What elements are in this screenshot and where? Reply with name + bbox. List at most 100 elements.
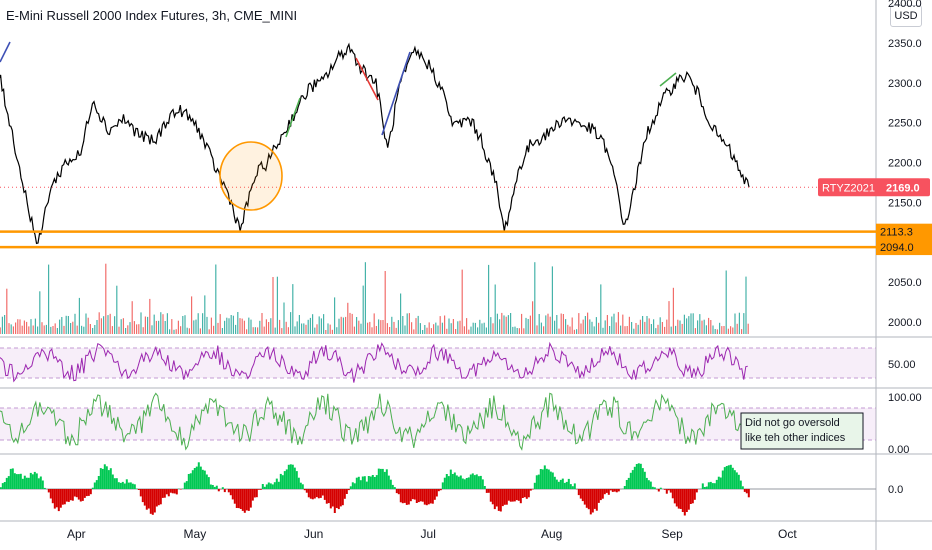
histogram-bar	[383, 471, 386, 489]
histogram-bar	[517, 489, 520, 501]
volume-bar	[301, 323, 303, 334]
histogram-bar	[627, 477, 630, 489]
histogram-bar	[309, 489, 312, 499]
support-badge-label-0: 2113.3	[880, 227, 913, 239]
volume-bar	[591, 321, 593, 334]
volume-bar	[296, 321, 298, 334]
histogram-bar	[369, 476, 372, 489]
histogram-bar	[435, 489, 438, 497]
histogram-bar	[615, 489, 618, 493]
histogram-bar	[605, 489, 608, 493]
histogram-bar	[273, 482, 276, 489]
volume-bar	[406, 313, 408, 334]
histogram-bar	[543, 465, 546, 489]
volume-bar	[466, 318, 468, 334]
volume-bar	[439, 316, 441, 334]
volume-bar	[261, 313, 263, 334]
histogram-bar	[31, 474, 34, 489]
volume-bar	[375, 326, 377, 334]
volume-bar	[320, 318, 322, 334]
volume-bar	[349, 312, 351, 334]
histogram-bar	[665, 489, 668, 494]
volume-bar	[501, 312, 503, 334]
histogram-bar	[569, 484, 572, 489]
histogram-bar	[367, 476, 370, 489]
histogram-bar	[25, 477, 28, 489]
volume-bar	[582, 319, 584, 334]
volume-bar	[100, 318, 102, 334]
currency-button[interactable]: USD	[890, 5, 922, 27]
histogram-bar	[289, 464, 292, 489]
histogram-bar	[195, 466, 198, 489]
volume-bar	[584, 316, 586, 334]
volume-bar	[397, 320, 399, 334]
volume-bar	[725, 270, 727, 334]
histogram-bar	[419, 489, 422, 502]
volume-bar	[686, 318, 688, 334]
annotation-box	[740, 412, 864, 450]
volume-bar	[303, 323, 305, 334]
histogram-bar	[239, 489, 242, 509]
volume-bar	[587, 312, 589, 334]
volume-bar	[609, 326, 611, 334]
histogram-bar	[189, 473, 192, 489]
volume-bar	[468, 329, 470, 334]
volume-bar	[76, 325, 78, 334]
histogram-bar	[463, 479, 466, 489]
volume-bar	[714, 329, 716, 334]
volume-bar	[569, 326, 571, 334]
volume-bar	[367, 322, 369, 334]
trend-line-blue	[381, 51, 411, 136]
volume-bar	[631, 322, 633, 334]
histogram-bar	[681, 489, 684, 512]
histogram-bar	[39, 476, 42, 489]
volume-bar	[736, 323, 738, 334]
histogram-bar	[645, 477, 648, 489]
histogram-bar	[701, 483, 704, 489]
histogram-bar	[695, 489, 698, 493]
volume-bar	[1, 316, 3, 334]
histogram-bar	[409, 489, 412, 502]
histogram-bar	[399, 489, 402, 503]
volume-bar	[338, 318, 340, 334]
histogram-bar	[173, 489, 176, 494]
histogram-bar	[223, 489, 226, 493]
histogram-bar	[351, 482, 354, 489]
volume-bar	[210, 317, 212, 334]
histogram-bar	[485, 489, 488, 493]
volume-bar	[268, 322, 270, 334]
histogram-bar	[633, 466, 636, 489]
volume-bar	[162, 314, 164, 334]
histogram-bar	[721, 470, 724, 489]
time-tick-label-3: Jul	[421, 527, 436, 541]
volume-bar	[747, 323, 749, 334]
volume-bar	[600, 284, 602, 334]
volume-bar	[639, 319, 641, 334]
volume-bar	[144, 316, 146, 334]
histogram-bar	[235, 489, 238, 508]
histogram-bar	[711, 483, 714, 489]
volume-bar	[644, 321, 646, 334]
volume-bar	[171, 319, 173, 334]
histogram-bar	[103, 464, 106, 489]
volume-bar	[633, 328, 635, 334]
histogram-bar	[623, 486, 626, 489]
volume-bar	[556, 315, 558, 334]
volume-bar	[127, 325, 129, 334]
histogram-bar	[33, 471, 36, 489]
volume-bar	[424, 325, 426, 334]
volume-bar	[450, 323, 452, 334]
histogram-bar	[709, 481, 712, 489]
volume-bar	[670, 326, 672, 334]
histogram-bar	[647, 480, 650, 489]
volume-bar	[23, 320, 25, 334]
histogram-bar	[725, 466, 728, 489]
osc2-line	[0, 392, 749, 451]
volume-bar	[494, 284, 496, 334]
volume-bar	[743, 313, 745, 334]
histogram-bar	[499, 489, 502, 512]
volume-bar	[382, 320, 384, 334]
histogram-bar	[139, 489, 142, 497]
histogram-bar	[333, 489, 336, 513]
